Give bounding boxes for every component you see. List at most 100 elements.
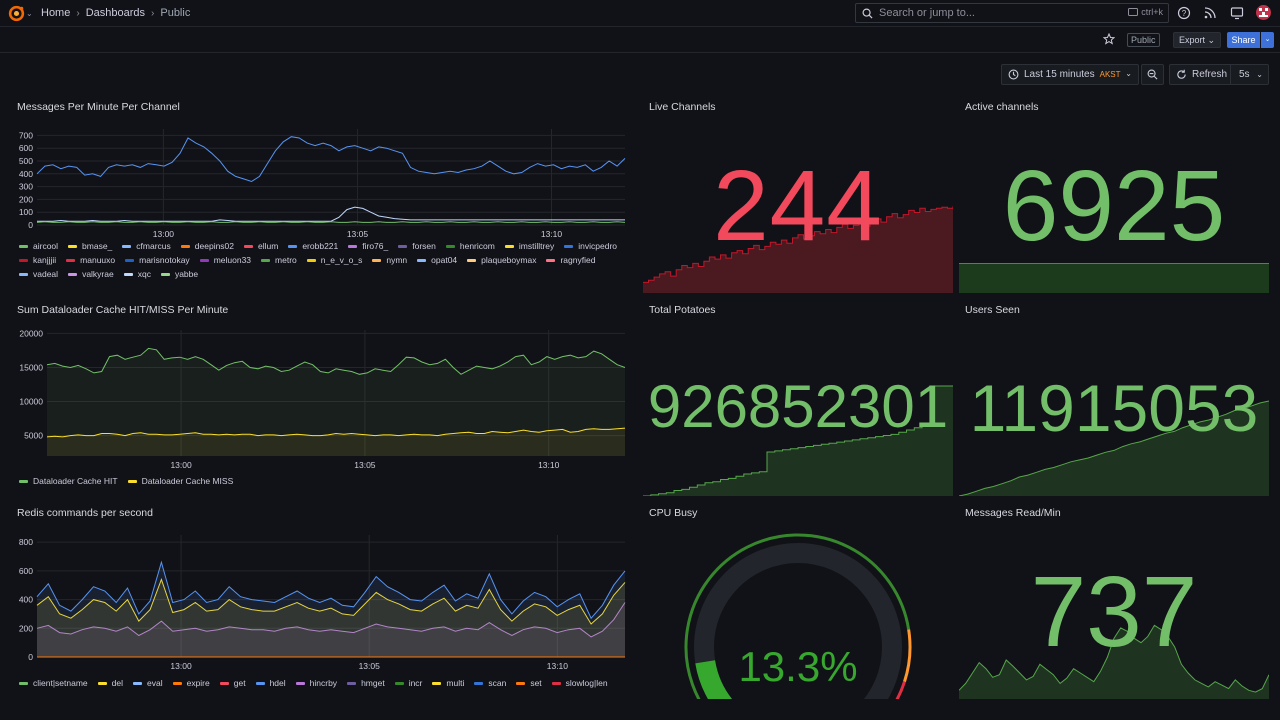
dataloader-cache-chart[interactable]: 5000 10000 15000 20000 13:00 13:05 13:10 — [17, 324, 629, 472]
help-icon[interactable]: ? — [1177, 6, 1191, 20]
legend-item[interactable]: hmget — [347, 678, 385, 688]
total-potatoes-value: 926852301 — [647, 373, 949, 440]
chevron-right-icon: › — [151, 7, 155, 19]
avatar[interactable] — [1256, 5, 1271, 20]
gauge-threshold-green — [684, 533, 911, 699]
sparkline-line — [643, 385, 953, 496]
legend-item[interactable]: incr — [394, 678, 422, 688]
refresh-interval-picker[interactable]: 5s ⌄ — [1231, 64, 1269, 85]
legend-item[interactable]: ragnyfied — [546, 255, 595, 265]
legend-item[interactable]: erobb221 — [288, 241, 338, 251]
x-tick-label: 13:05 — [347, 229, 369, 239]
public-tag: Public — [1127, 33, 1160, 47]
legend-label: expire — [186, 678, 210, 688]
panel-live-channels: Live Channels 244 — [643, 101, 953, 293]
legend-swatch — [288, 244, 298, 248]
legend-item[interactable]: ellum — [244, 241, 278, 251]
search-icon — [862, 8, 873, 19]
series-line — [37, 206, 625, 222]
y-tick-label: 10000 — [19, 397, 43, 407]
legend-item[interactable]: meluon33 — [199, 255, 251, 265]
x-tick-label: 13:10 — [538, 460, 560, 470]
export-button[interactable]: Export ⌄ — [1173, 32, 1222, 48]
legend-swatch — [347, 681, 357, 685]
legend-item[interactable]: manuuxo — [66, 255, 115, 265]
monitor-icon[interactable] — [1230, 6, 1244, 20]
legend-item[interactable]: xqc — [123, 269, 151, 279]
legend-item[interactable]: hdel — [255, 678, 286, 688]
legend-item[interactable]: Dataloader Cache HIT — [19, 476, 118, 486]
legend-item[interactable]: firo76_ — [348, 241, 388, 251]
messages-per-minute-chart[interactable]: 0 100 200 300 400 500 600 700 13:00 13:05 13:10 — [17, 125, 629, 243]
gauge-value-arc — [695, 659, 733, 699]
legend-swatch — [123, 272, 133, 276]
cpu-busy-value: 13.3% — [738, 643, 858, 690]
panel-title: Total Potatoes — [649, 304, 716, 316]
legend-item[interactable]: hincrby — [295, 678, 338, 688]
time-range-picker[interactable]: Last 15 minutes AKST ⌄ — [1001, 64, 1139, 85]
y-tick-label: 100 — [19, 207, 33, 217]
breadcrumb-dashboards[interactable]: Dashboards — [85, 7, 146, 19]
y-tick-label: 500 — [19, 156, 33, 166]
legend-item[interactable]: del — [97, 678, 123, 688]
legend-item[interactable]: forsen — [398, 241, 436, 251]
legend-item[interactable]: Dataloader Cache MISS — [127, 476, 233, 486]
legend-item[interactable]: cfmarcus — [122, 241, 171, 251]
legend-item[interactable]: valkyrae — [68, 269, 114, 279]
legend-item[interactable]: expire — [172, 678, 210, 688]
search-input[interactable]: Search or jump to... ctrl+k — [855, 3, 1169, 23]
legend-item[interactable]: slowlog|len — [551, 678, 608, 688]
sparkline-line — [643, 206, 953, 283]
legend-item[interactable]: kanjjjii — [19, 255, 56, 265]
legend-item[interactable]: multi — [432, 678, 464, 688]
legend-item[interactable]: metro — [261, 255, 297, 265]
zoom-out-button[interactable] — [1141, 64, 1164, 85]
legend-item[interactable]: client|setname — [19, 678, 88, 688]
legend-item[interactable]: marisnotokay — [125, 255, 190, 265]
share-menu-chevron-icon[interactable]: ⌄ — [1261, 32, 1274, 48]
legend-label: set — [530, 678, 542, 688]
legend-swatch — [19, 244, 28, 248]
legend-item[interactable]: henricom — [445, 241, 495, 251]
sparkline-area — [959, 401, 1269, 496]
legend-item[interactable]: scan — [474, 678, 506, 688]
legend-item[interactable]: bmase_ — [68, 241, 112, 251]
star-icon[interactable] — [1103, 33, 1115, 45]
legend-item[interactable]: deepins02 — [180, 241, 234, 251]
legend-item[interactable]: plaqueboymax — [467, 255, 536, 265]
legend-item[interactable]: invicpedro — [564, 241, 617, 251]
legend-label: hincrby — [309, 678, 338, 688]
redis-commands-chart[interactable]: 0 200 400 600 800 13:00 13:05 13:10 — [17, 531, 629, 675]
legend-item[interactable]: vadeal — [19, 269, 58, 279]
chart-legend: client|setname del eval expire get hdel hincrb… — [19, 678, 619, 688]
legend-item[interactable]: set — [516, 678, 542, 688]
legend-swatch — [172, 681, 182, 685]
legend-label: forsen — [412, 241, 436, 251]
legend-swatch — [467, 258, 477, 262]
legend-item[interactable]: eval — [133, 678, 163, 688]
legend-item[interactable]: imstilltrey — [504, 241, 554, 251]
legend-swatch — [68, 244, 78, 248]
legend-swatch — [125, 258, 135, 262]
panel-title: Live Channels — [649, 101, 716, 113]
breadcrumb-home[interactable]: Home — [41, 7, 71, 19]
chevron-down-icon[interactable]: ⌄ — [26, 9, 33, 18]
series-line — [46, 427, 626, 438]
legend-item[interactable]: aircool — [19, 241, 58, 251]
y-tick-label: 700 — [19, 130, 33, 140]
legend-swatch — [295, 681, 305, 685]
legend-item[interactable]: n_e_v_o_s — [306, 255, 362, 265]
rss-icon[interactable] — [1203, 6, 1217, 20]
y-tick-label: 0 — [28, 220, 33, 230]
refresh-button[interactable]: Refresh — [1169, 64, 1231, 85]
gauge-track — [694, 543, 902, 699]
keyboard-icon — [1128, 8, 1139, 16]
legend-item[interactable]: nymn — [372, 255, 407, 265]
legend-item[interactable]: opat04 — [417, 255, 457, 265]
legend-item[interactable]: yabbe — [160, 269, 198, 279]
legend-label: metro — [275, 255, 297, 265]
grafana-logo-icon[interactable] — [8, 5, 25, 22]
panel-title: Active channels — [965, 101, 1039, 113]
share-button[interactable]: Share — [1227, 32, 1260, 48]
legend-item[interactable]: get — [219, 678, 246, 688]
